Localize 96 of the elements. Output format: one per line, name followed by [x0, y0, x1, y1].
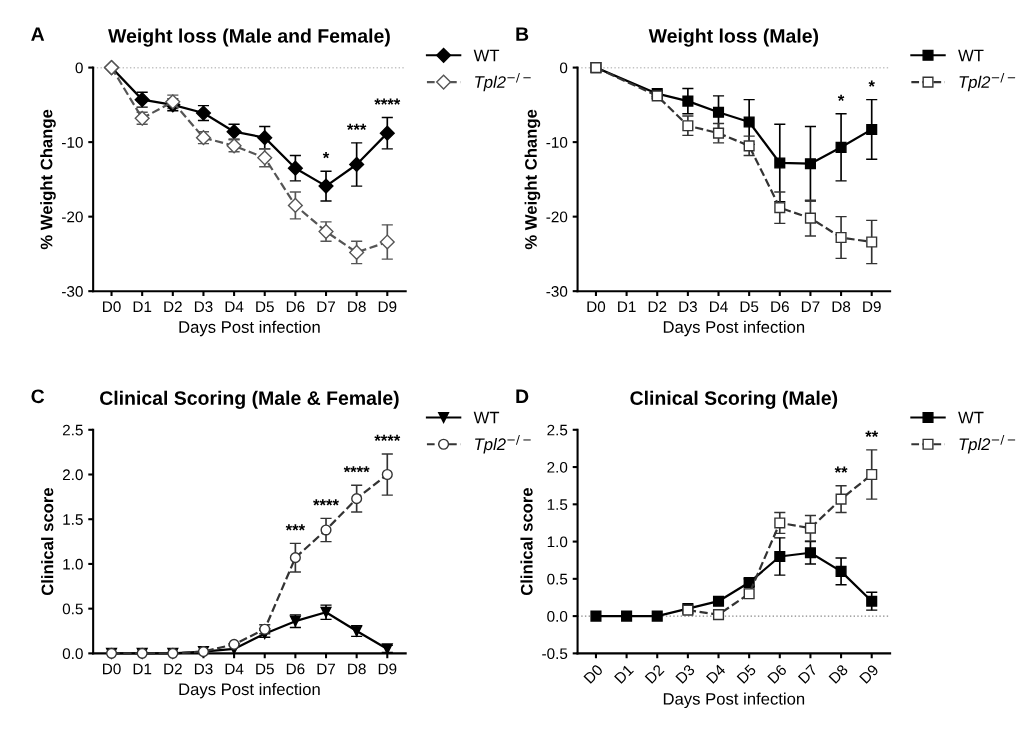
chart-title: Clinical Scoring (Male & Female)	[100, 390, 399, 409]
legend-label: Tpl2$^{−/−}$	[959, 72, 1016, 92]
legend-label: WT	[958, 49, 984, 62]
y-tick-label: 2.0	[547, 461, 568, 473]
y-tick-label: 1.5	[547, 499, 568, 510]
y-tick-label: 1.5	[63, 514, 83, 525]
annotation: *	[837, 94, 845, 101]
x-tick-label: D6	[771, 301, 789, 313]
chart-title: Clinical Scoring (Male)	[630, 390, 838, 409]
legend-label: WT	[473, 411, 500, 424]
legend-label: Tpl2$^{−/−}$	[475, 435, 531, 454]
x-tick-label: D2	[648, 301, 667, 312]
text: D	[516, 389, 529, 403]
annotation: **	[865, 430, 879, 438]
x-tick-label: D7	[801, 301, 820, 312]
chart-title: Weight loss (Male)	[648, 28, 819, 47]
y-tick-label: -30	[62, 286, 83, 297]
text: C	[31, 389, 45, 404]
annotation: ***	[285, 524, 306, 531]
y-axis-title: % Weight Change	[524, 109, 541, 250]
x-tick-label: D3	[679, 301, 697, 313]
x-tick-label: D8	[832, 301, 851, 313]
x-axis-title: Days Post infection	[663, 320, 805, 337]
x-tick-label: D9	[378, 301, 397, 313]
x-tick-label: D1	[618, 301, 636, 312]
y-tick-label: 1.0	[63, 558, 83, 570]
x-tick-label: D5	[736, 663, 757, 684]
annotation: *	[868, 80, 875, 87]
x-tick-label: D4	[225, 663, 244, 675]
x-tick-label: D6	[767, 663, 788, 684]
x-tick-label: D2	[164, 301, 182, 312]
x-tick-label: D5	[256, 301, 274, 313]
y-axis-title: Clinical score	[41, 487, 54, 596]
x-tick-label: D1	[133, 663, 152, 675]
x-tick-label: D7	[317, 301, 336, 312]
chart-title: Weight loss (Male and Female)	[108, 28, 390, 47]
x-tick-label: D4	[710, 301, 728, 312]
y-tick-label: 2.5	[547, 424, 568, 436]
y-tick-label: -30	[546, 286, 568, 297]
y-tick-label: 1.0	[547, 536, 568, 548]
annotation: ****	[343, 466, 370, 473]
y-tick-label: -10	[546, 136, 568, 148]
x-tick-label: D3	[194, 301, 213, 313]
y-tick-label: -0.5	[542, 648, 568, 660]
x-tick-label: D1	[133, 301, 152, 312]
x-tick-label: D8	[828, 663, 849, 684]
x-tick-label: D4	[705, 663, 727, 684]
x-tick-label: D8	[348, 301, 366, 313]
y-tick-label: 0.0	[547, 610, 568, 622]
text: A	[31, 27, 45, 41]
legend-label: Tpl2$^{−/−}$	[475, 72, 531, 92]
x-tick-label: D7	[797, 664, 818, 684]
text: B	[516, 27, 529, 41]
y-tick-label: 0.0	[62, 648, 83, 660]
x-tick-label: D4	[225, 301, 244, 312]
annotation: ***	[346, 123, 367, 130]
x-tick-label: D9	[859, 663, 880, 684]
x-tick-label: D6	[286, 663, 305, 675]
x-tick-label: D5	[740, 301, 759, 313]
y-tick-label: 0.5	[62, 603, 83, 615]
legend-label: Tpl2$^{−/−}$	[959, 435, 1016, 454]
x-axis-title: Days Post infection	[179, 682, 320, 699]
annotation: **	[834, 466, 848, 473]
x-tick-label: D2	[164, 663, 182, 675]
x-tick-label: D5	[256, 663, 274, 675]
x-tick-label: D0	[103, 301, 121, 313]
y-tick-label: 0.5	[547, 573, 568, 585]
x-tick-label: D1	[614, 664, 634, 684]
x-tick-label: D0	[583, 663, 604, 684]
x-tick-label: D0	[103, 663, 121, 675]
x-tick-label: D3	[675, 663, 696, 684]
annotation: *	[322, 152, 330, 159]
legend-label: WT	[958, 411, 984, 424]
annotation: ****	[374, 434, 401, 442]
x-tick-label: D9	[378, 663, 397, 675]
x-axis-title: Days Post infection	[663, 692, 805, 709]
y-tick-label: -20	[62, 211, 83, 223]
x-tick-label: D7	[317, 663, 336, 675]
y-axis-title: Clinical score	[520, 487, 533, 596]
y-tick-label: 0	[559, 62, 568, 74]
y-tick-label: -10	[62, 136, 83, 148]
x-tick-label: D8	[348, 663, 366, 675]
x-axis-title: Days Post infection	[179, 320, 320, 337]
y-tick-label: 2.5	[62, 424, 83, 436]
legend-label: WT	[473, 49, 500, 62]
x-tick-label: D0	[587, 301, 606, 313]
y-tick-label: 2.0	[62, 469, 83, 481]
x-tick-label: D9	[863, 301, 881, 313]
y-axis-title: % Weight Change	[40, 109, 56, 250]
y-tick-label: 0	[75, 62, 83, 74]
annotation: ****	[374, 98, 401, 105]
x-tick-label: D6	[286, 301, 305, 313]
x-tick-label: D2	[644, 663, 665, 684]
annotation: ****	[313, 499, 339, 506]
x-tick-label: D3	[194, 663, 213, 675]
y-tick-label: -20	[546, 211, 568, 223]
